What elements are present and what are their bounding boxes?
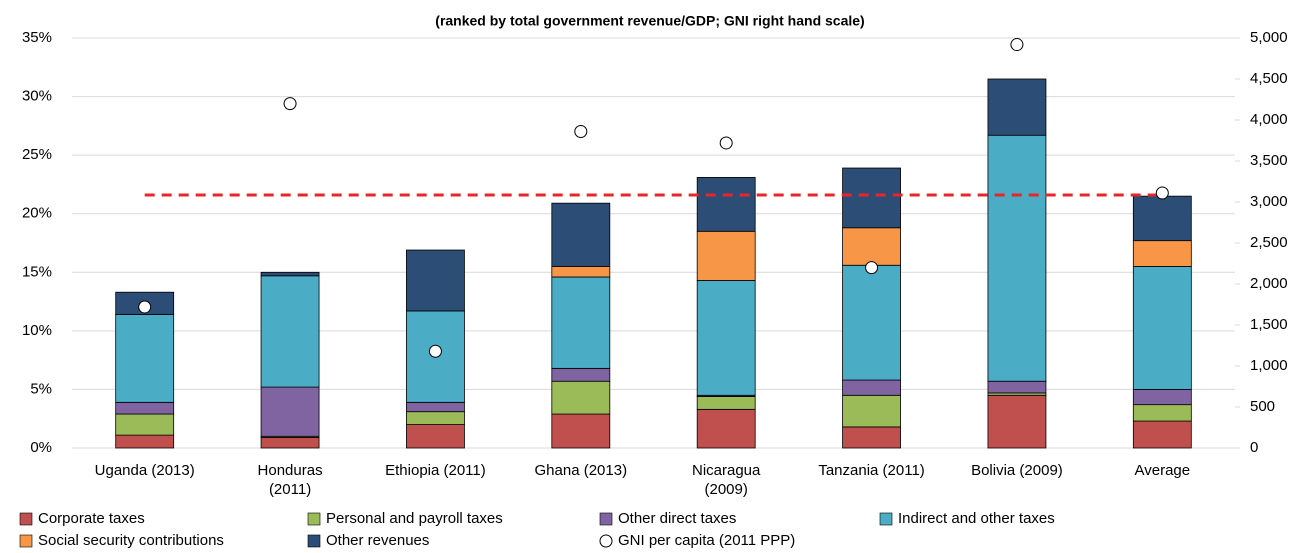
bar-segment xyxy=(696,408,756,449)
bar-segment xyxy=(406,424,465,449)
x-tick-label: Ghana (2013) xyxy=(534,462,628,479)
bar-segment xyxy=(406,249,465,312)
legend-label: Social security contributions xyxy=(38,532,224,549)
bar-segment xyxy=(842,394,901,428)
bar-segment xyxy=(1132,389,1192,406)
y-tick-label: 10% xyxy=(22,322,52,339)
bar-segment xyxy=(406,401,465,413)
x-tick-label: Average xyxy=(1134,462,1191,479)
bar-segment xyxy=(551,367,611,382)
gni-marker xyxy=(574,124,588,138)
gni-marker xyxy=(283,97,297,111)
bar-segment xyxy=(842,227,901,266)
bar-segment xyxy=(987,134,1047,382)
bar-segment xyxy=(696,280,756,396)
bar-segment xyxy=(842,167,901,229)
bar-segment xyxy=(1132,195,1192,242)
gni-marker xyxy=(719,136,733,150)
bar-segment xyxy=(406,411,465,425)
bar-segment xyxy=(115,434,175,449)
y-tick-label: 20% xyxy=(22,205,52,222)
x-tick-label: Nicaragua (2009) xyxy=(692,462,761,498)
y-tick-label: 35% xyxy=(22,29,52,46)
bar-segment xyxy=(696,230,756,281)
y2-tick-label: 4,500 xyxy=(1250,70,1288,87)
bar-segment xyxy=(987,78,1047,136)
x-tick-label: Honduras (2011) xyxy=(257,462,323,498)
legend-swatch xyxy=(19,534,33,548)
y2-tick-label: 5,000 xyxy=(1250,29,1288,46)
bar-segment xyxy=(696,176,756,232)
bar-segment xyxy=(1132,420,1192,449)
y2-tick-label: 0 xyxy=(1250,439,1258,456)
bar-segment xyxy=(1132,404,1192,422)
legend-label: Corporate taxes xyxy=(38,510,145,527)
y-tick-label: 15% xyxy=(22,263,52,280)
x-tick-label: Bolivia (2009) xyxy=(971,462,1063,479)
bar-segment xyxy=(551,276,611,369)
bar-segment xyxy=(842,264,901,381)
y2-tick-label: 1,500 xyxy=(1250,316,1288,333)
y-tick-label: 0% xyxy=(30,439,52,456)
bar-segment xyxy=(260,386,320,437)
bar-segment xyxy=(115,314,175,403)
x-tick-label: Ethiopia (2011) xyxy=(385,462,486,479)
x-tick-label: Tanzania (2011) xyxy=(818,462,925,479)
legend-label: GNI per capita (2011 PPP) xyxy=(618,532,795,549)
y2-tick-label: 4,000 xyxy=(1250,111,1288,128)
y-tick-label: 25% xyxy=(22,146,52,163)
bar-segment xyxy=(987,380,1047,394)
bar-segment xyxy=(1132,240,1192,267)
legend-marker xyxy=(599,534,613,548)
y-tick-label: 30% xyxy=(22,88,52,105)
legend-label: Indirect and other taxes xyxy=(898,510,1055,527)
y2-tick-label: 1,000 xyxy=(1250,357,1288,374)
bar-segment xyxy=(260,275,320,388)
x-tick-label: Uganda (2013) xyxy=(94,462,195,479)
legend-swatch xyxy=(307,534,321,548)
y2-tick-label: 2,000 xyxy=(1250,275,1288,292)
chart-title: (ranked by total government revenue/GDP;… xyxy=(435,13,864,29)
bar-segment xyxy=(551,202,611,267)
bar-segment xyxy=(987,394,1047,449)
y2-tick-label: 3,500 xyxy=(1250,152,1288,169)
y2-tick-label: 2,500 xyxy=(1250,234,1288,251)
bar-segment xyxy=(551,380,611,415)
bar-segment xyxy=(842,426,901,449)
bar-segment xyxy=(260,271,320,277)
legend-swatch xyxy=(599,512,613,526)
legend-swatch xyxy=(19,512,33,526)
legend-swatch xyxy=(307,512,321,526)
legend-label: Other revenues xyxy=(326,532,429,549)
gni-marker xyxy=(865,261,879,275)
bar-segment xyxy=(551,266,611,278)
gni-marker xyxy=(1155,186,1169,200)
bar-segment xyxy=(551,413,611,449)
legend-swatch xyxy=(879,512,893,526)
gni-marker xyxy=(138,300,152,314)
bar-segment xyxy=(1132,266,1192,390)
bar-segment xyxy=(115,413,175,436)
bar-segment xyxy=(260,437,320,449)
bar-segment xyxy=(842,379,901,396)
y2-tick-label: 500 xyxy=(1250,398,1275,415)
bar-segment xyxy=(696,396,756,410)
y2-tick-label: 3,000 xyxy=(1250,193,1288,210)
legend-label: Personal and payroll taxes xyxy=(326,510,503,527)
y-tick-label: 5% xyxy=(30,380,52,397)
bar-segment xyxy=(115,401,175,415)
gni-marker xyxy=(428,344,442,358)
legend-label: Other direct taxes xyxy=(618,510,736,527)
gni-marker xyxy=(1010,38,1024,52)
